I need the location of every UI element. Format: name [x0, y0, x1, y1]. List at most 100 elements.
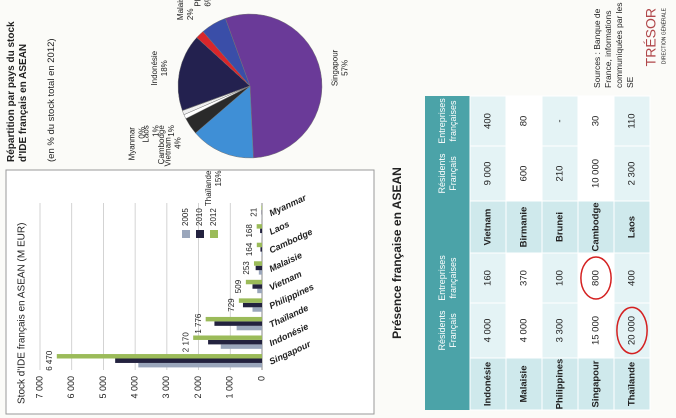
pie-label: Philippines [194, 0, 203, 7]
table-header-cell-box: Résidents Français [436, 153, 458, 194]
table-header-cell: Résidents Français [436, 153, 458, 194]
table-cell: 400 [483, 113, 494, 129]
pie-value-label: 1% [167, 125, 176, 137]
pie-slice [182, 85, 251, 111]
table-cell: 800 [591, 270, 602, 286]
table-header-cell: Résidents Français [436, 310, 458, 351]
table-title: Présence française en ASEAN [390, 167, 404, 339]
table-cell: 10 000 [591, 159, 602, 188]
bar [252, 307, 263, 312]
pie-label: Myanmar [127, 127, 136, 161]
data-label: 21 [249, 207, 258, 216]
bar [238, 298, 262, 303]
table-row-label: Singapour [591, 360, 602, 407]
table-cell: 4 000 [483, 319, 494, 343]
y-tick-label: 6 000 [66, 376, 76, 399]
table-cell: 9 000 [483, 162, 494, 186]
pie-value-label: 2% [186, 9, 195, 21]
data-label: 6 470 [45, 350, 54, 371]
table-header-bg [425, 96, 470, 410]
pie-value-label: 15% [214, 171, 223, 187]
table-cell: 3 300 [555, 319, 566, 343]
bar [115, 358, 262, 363]
sources-box: Sources : Banque de France, informations… [592, 2, 635, 88]
bar [242, 302, 263, 308]
bar [220, 344, 262, 349]
bar [256, 224, 262, 229]
pie-label: Vietnam [164, 137, 173, 167]
y-tick-label: 2 000 [193, 376, 203, 399]
bar [261, 205, 263, 211]
bar [214, 321, 263, 326]
table-cell: 4 000 [519, 319, 530, 343]
bar [256, 242, 263, 248]
table-row-label: Philippines [555, 359, 566, 410]
table-cell: 600 [519, 166, 530, 182]
bar [260, 228, 262, 234]
y-tick-label: 1 000 [225, 376, 235, 399]
bar [261, 251, 263, 257]
table-header-cell-box: Entreprises françaises [436, 255, 458, 301]
table-row-label: Cambodge [591, 202, 602, 251]
pie-label: Singapour [330, 49, 339, 86]
pie-label: Malaisie [176, 0, 185, 20]
legend-swatch [210, 230, 218, 238]
table-cell: 100 [555, 270, 566, 286]
bar [208, 339, 262, 345]
legend-label: 2005 [181, 208, 190, 226]
table-cell: 400 [627, 270, 638, 286]
bar [56, 354, 262, 359]
bar [193, 335, 262, 340]
table-row-label: Vietnam [483, 209, 494, 246]
table-cell: 210 [555, 166, 566, 182]
pie-slice [195, 85, 254, 159]
pie-title-box: Répartition par pays du stock d'IDE fran… [6, 21, 29, 162]
table-row-label: Malaisie [519, 366, 530, 403]
table-row-label: Laos [627, 216, 638, 238]
bar [260, 247, 262, 252]
table-cell: 15 000 [591, 316, 602, 345]
pie-title: Répartition par pays du stock d'IDE fran… [6, 21, 29, 162]
table-row-label: Thaïlande [627, 362, 638, 406]
table-cell: 110 [627, 113, 638, 128]
logo-subtitle: DIRECTION GÉNÉRALE [660, 7, 667, 64]
data-label: 2 170 [181, 332, 190, 353]
pie-value-label: 0% [137, 127, 146, 139]
table-header-cell: Entreprises françaises [436, 255, 458, 301]
pie-value-label: 57% [340, 60, 349, 76]
y-tick-label: 0 [256, 376, 266, 381]
highlight-circle [580, 256, 612, 300]
table-cell: 80 [519, 116, 530, 127]
sources: Sources : Banque de France, informations… [592, 2, 635, 88]
pie-label: Laos [142, 125, 151, 142]
y-tick-label: 3 000 [161, 376, 171, 399]
logo: TRÉSOR [643, 8, 659, 66]
highlight-circle [616, 306, 648, 355]
chart-title: Stock d'IDE français en ASEAN (M EUR) [17, 223, 28, 404]
y-tick-label: 5 000 [98, 376, 108, 399]
pie-value-label: 6% [204, 0, 213, 7]
data-label: 509 [234, 279, 243, 293]
table-cell: 30 [591, 116, 602, 127]
table-cell: 370 [519, 270, 530, 286]
bar [258, 270, 263, 275]
pie-subtitle: (en % du stock total en 2012) [46, 38, 57, 162]
legend-swatch [182, 230, 190, 238]
pie-label: Cambodge [157, 125, 166, 165]
table-row-label: Birmanie [519, 207, 530, 248]
y-tick-label: 4 000 [130, 376, 140, 399]
table-cell-bg [613, 95, 651, 147]
pie-slice [225, 13, 323, 159]
data-label: 729 [227, 298, 236, 312]
table-cell: 2 300 [627, 162, 638, 186]
bar [257, 288, 263, 294]
pie-value-label: 18% [160, 60, 169, 76]
pie-value-label: 4% [174, 137, 183, 149]
table-cell: - [555, 119, 566, 122]
bar [252, 284, 263, 289]
pie-label: Indonésie [150, 50, 159, 85]
bar [205, 316, 262, 322]
